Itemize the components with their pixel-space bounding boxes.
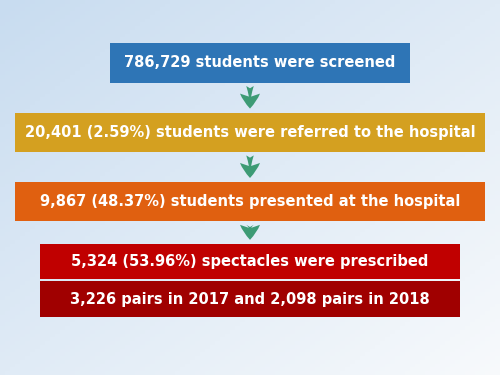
FancyBboxPatch shape [40, 281, 460, 317]
Text: 5,324 (53.96%) spectacles were prescribed: 5,324 (53.96%) spectacles were prescribe… [72, 254, 428, 269]
Text: 3,226 pairs in 2017 and 2,098 pairs in 2018: 3,226 pairs in 2017 and 2,098 pairs in 2… [70, 292, 430, 307]
FancyBboxPatch shape [15, 112, 485, 152]
FancyBboxPatch shape [110, 43, 410, 82]
Text: 9,867 (48.37%) students presented at the hospital: 9,867 (48.37%) students presented at the… [40, 194, 460, 209]
FancyBboxPatch shape [15, 182, 485, 221]
Text: 786,729 students were screened: 786,729 students were screened [124, 56, 396, 70]
FancyBboxPatch shape [40, 244, 460, 279]
Text: 20,401 (2.59%) students were referred to the hospital: 20,401 (2.59%) students were referred to… [24, 124, 475, 140]
